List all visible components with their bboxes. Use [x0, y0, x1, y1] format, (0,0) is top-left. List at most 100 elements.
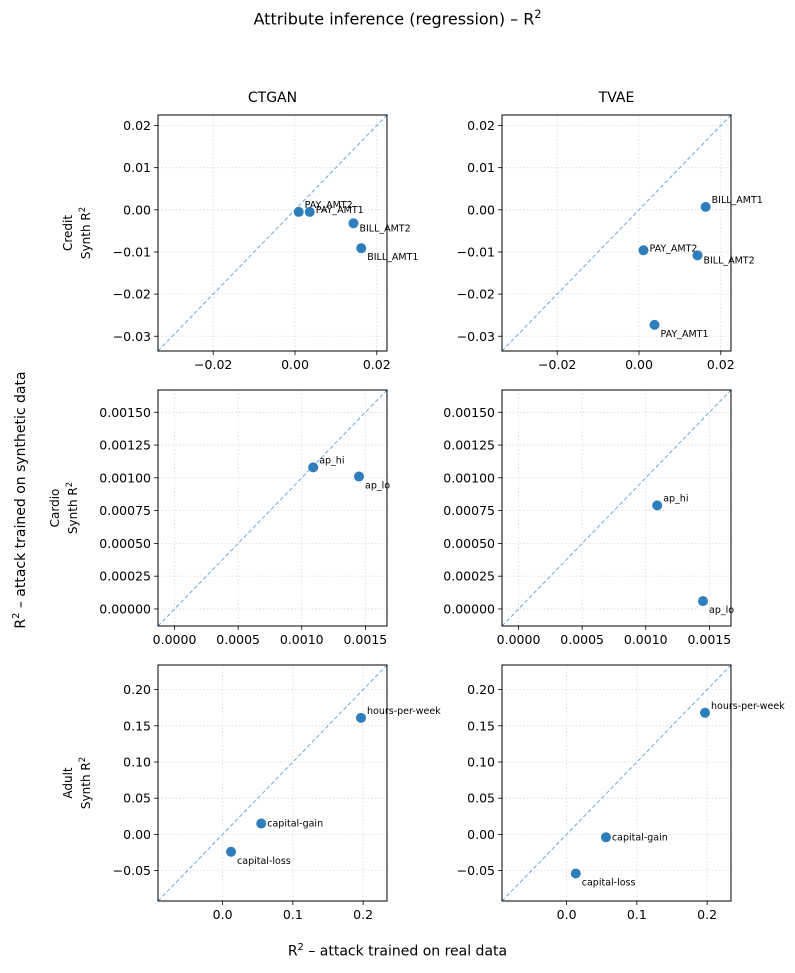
point-label: capital-gain: [612, 832, 668, 843]
y-tick-label: −0.03: [457, 329, 495, 344]
y-tick-label: 0.00000: [99, 601, 151, 616]
column-title-tvae: TVAE: [598, 90, 635, 106]
diagonal-line: [502, 115, 731, 351]
point-label: ap_hi: [663, 493, 688, 504]
diagonal-line: [158, 665, 387, 901]
x-tick-label: 0.00: [625, 357, 653, 372]
x-tick-label: −0.02: [538, 357, 576, 372]
x-tick-label: 0.00: [281, 357, 309, 372]
y-tick-label: 0.00100: [99, 470, 151, 485]
y-tick-label: 0.00025: [443, 569, 495, 584]
data-point: [698, 596, 709, 607]
point-label: BILL_AMT2: [359, 223, 410, 234]
point-label: PAY_AMT1: [316, 205, 364, 216]
panel-credit-tvae: −0.02 0.00 0.02 −0.03 −0.02 −0.01 0.00 0.01 0.02…: [457, 114, 763, 372]
x-tick-label: 0.0010: [624, 632, 668, 647]
point-label: BILL_AMT2: [703, 255, 754, 266]
point-label: PAY_AMT1: [661, 329, 709, 340]
panel-cardio-ctgan: 0.0000 0.0005 0.0010 0.0015 0.00000 0.00025 0.…: [99, 389, 390, 647]
data-point: [700, 707, 711, 718]
axes-frame: [501, 664, 732, 902]
data-point: [649, 319, 660, 330]
y-tick-label: 0.00150: [443, 405, 495, 420]
diagonal-line: [502, 665, 731, 901]
y-tick-label: −0.05: [113, 863, 151, 878]
axes-frame: [157, 664, 388, 902]
point-label: BILL_AMT1: [367, 252, 418, 263]
panel-adult-ctgan: 0.0 0.1 0.2 −0.05 0.00 0.05 0.10 0.15 0.20 hours-…: [113, 664, 441, 922]
y-tick-label: 0.00000: [443, 601, 495, 616]
y-tick-label: 0.00100: [443, 470, 495, 485]
y-tick-label: 0.00: [467, 202, 495, 217]
diagonal-line: [158, 115, 387, 351]
y-tick-label: 0.02: [123, 118, 151, 133]
y-tick-label: −0.01: [457, 244, 495, 259]
x-tick-label: 0.02: [363, 357, 391, 372]
y-tick-label: −0.05: [457, 863, 495, 878]
x-tick-label: −0.02: [194, 357, 232, 372]
x-tick-label: 0.0015: [687, 632, 731, 647]
data-point: [308, 462, 319, 473]
data-point: [600, 832, 611, 843]
data-point: [356, 712, 367, 723]
data-point: [638, 245, 649, 256]
point-label: hours-per-week: [711, 701, 785, 712]
y-tick-label: 0.05: [123, 791, 151, 806]
panel-adult-tvae: 0.0 0.1 0.2 −0.05 0.00 0.05 0.10 0.15 0.20 hours-…: [457, 664, 785, 922]
diagonal-line: [502, 390, 731, 626]
y-tick-label: 0.00: [123, 202, 151, 217]
diagonal-line: [158, 390, 387, 626]
y-tick-label: 0.20: [123, 682, 151, 697]
y-tick-label: 0.00: [467, 827, 495, 842]
x-tick-label: 0.0: [213, 907, 233, 922]
y-tick-label: 0.00150: [99, 405, 151, 420]
point-label: ap_lo: [709, 605, 734, 616]
x-tick-label: 0.1: [627, 907, 647, 922]
point-label: capital-loss: [582, 877, 636, 888]
y-tick-label: 0.00025: [99, 569, 151, 584]
axes-frame: [157, 114, 388, 352]
data-point: [692, 250, 703, 261]
y-tick-label: 0.02: [467, 118, 495, 133]
point-label: capital-loss: [237, 856, 291, 867]
y-tick-label: 0.15: [467, 718, 495, 733]
y-tick-label: 0.00125: [99, 438, 151, 453]
y-tick-label: −0.01: [113, 244, 151, 259]
point-label: ap_hi: [319, 455, 344, 466]
y-tick-label: 0.15: [123, 718, 151, 733]
data-point: [700, 201, 711, 212]
point-label: hours-per-week: [367, 706, 441, 717]
y-tick-label: 0.01: [123, 160, 151, 175]
y-tick-label: 0.01: [467, 160, 495, 175]
axes-frame: [501, 114, 732, 352]
axes-frame: [501, 389, 732, 627]
x-tick-label: 0.0000: [153, 632, 197, 647]
data-point: [348, 218, 359, 229]
y-tick-label: 0.00125: [443, 438, 495, 453]
y-tick-label: 0.00050: [99, 536, 151, 551]
x-tick-label: 0.0005: [216, 632, 260, 647]
y-tick-label: −0.03: [113, 329, 151, 344]
y-tick-label: 0.00075: [99, 503, 151, 518]
y-tick-label: 0.10: [123, 755, 151, 770]
x-tick-label: 0.0005: [560, 632, 604, 647]
figure-title: Attribute inference (regression) – R2: [253, 8, 542, 29]
data-point: [256, 818, 267, 829]
y-tick-label: 0.00: [123, 827, 151, 842]
panel-credit-ctgan: −0.02 0.00 0.02 −0.03 −0.02 −0.01 0.00 0.01 0.02…: [113, 114, 418, 372]
x-tick-label: 0.1: [283, 907, 303, 922]
data-point: [652, 500, 663, 511]
y-tick-label: −0.02: [113, 287, 151, 302]
x-tick-label: 0.2: [697, 907, 717, 922]
x-tick-label: 0.0: [557, 907, 577, 922]
data-point: [293, 206, 304, 217]
y-tick-label: 0.05: [467, 791, 495, 806]
x-tick-label: 0.0015: [343, 632, 387, 647]
x-tick-label: 0.02: [707, 357, 735, 372]
axes-frame: [157, 389, 388, 627]
x-tick-label: 0.0000: [497, 632, 541, 647]
column-title-ctgan: CTGAN: [247, 90, 298, 106]
data-point: [354, 471, 365, 482]
x-tick-label: 0.0010: [280, 632, 324, 647]
